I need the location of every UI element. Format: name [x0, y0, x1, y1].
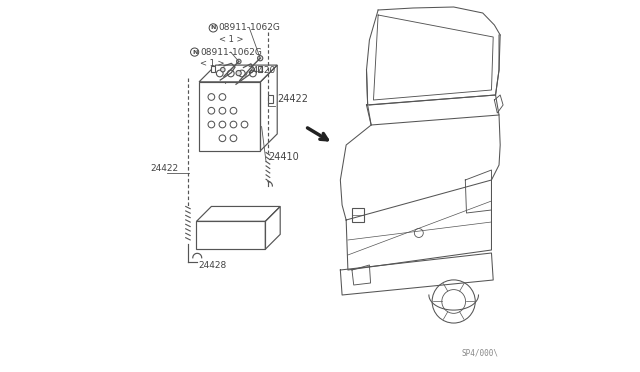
Text: < 1 >: < 1 > [200, 59, 225, 68]
Text: N: N [192, 49, 197, 55]
Bar [352, 208, 364, 222]
Circle shape [236, 71, 241, 76]
Text: 08911-1062G: 08911-1062G [200, 48, 262, 57]
Text: N: N [211, 25, 216, 31]
Bar [211, 65, 216, 72]
Circle shape [257, 55, 263, 61]
Circle shape [237, 59, 241, 64]
Bar [268, 94, 273, 103]
Circle shape [221, 67, 225, 72]
Text: 24410: 24410 [268, 152, 299, 162]
Text: 24422: 24422 [151, 164, 179, 173]
Text: 08911-1062G: 08911-1062G [219, 23, 281, 32]
Text: 24422: 24422 [277, 94, 308, 104]
Text: SP4/000\: SP4/000\ [461, 349, 499, 358]
Text: 24428: 24428 [198, 261, 227, 270]
Text: 24420: 24420 [248, 65, 276, 74]
Text: < 1 >: < 1 > [219, 35, 243, 44]
Bar [257, 65, 262, 72]
